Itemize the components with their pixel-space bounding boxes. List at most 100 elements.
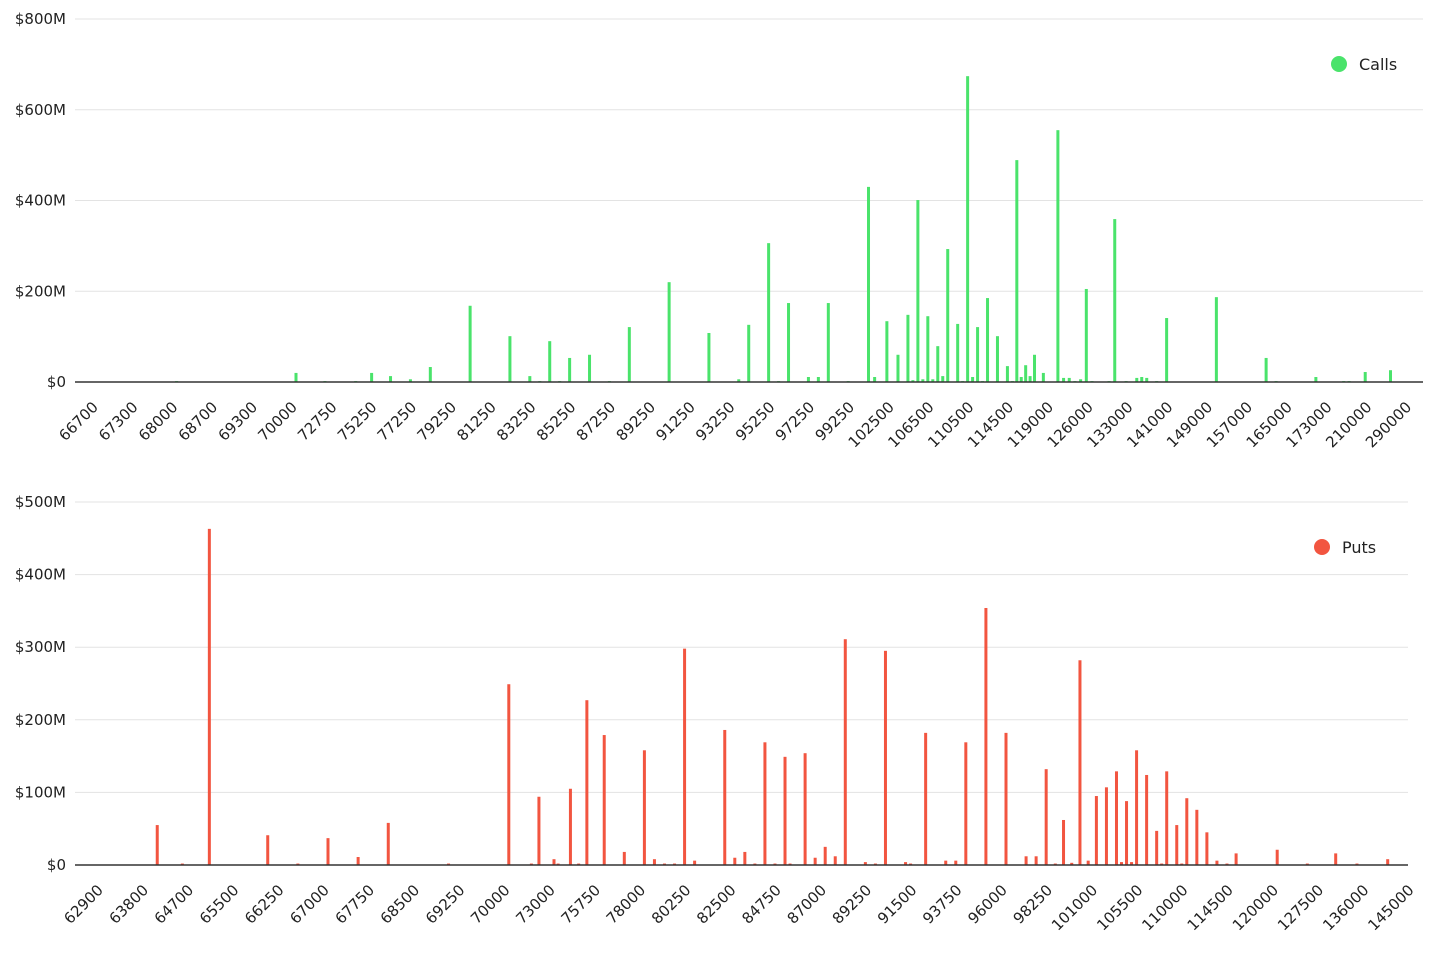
x-tick-label: 85250 — [533, 398, 579, 444]
calls-bar — [1314, 377, 1318, 382]
calls-bar — [1084, 288, 1088, 382]
calls-bar — [508, 336, 512, 382]
x-tick-label: 68700 — [175, 398, 221, 444]
puts-bar — [602, 735, 606, 865]
x-tick-label: 93250 — [692, 398, 738, 444]
puts-bar — [944, 860, 948, 865]
x-tick-label: 70000 — [254, 398, 300, 444]
x-tick-label: 80250 — [648, 881, 694, 927]
puts-bar — [1104, 787, 1108, 865]
x-tick-label: 89250 — [613, 398, 659, 444]
puts-bar — [1386, 859, 1390, 865]
x-tick-label: 64700 — [151, 881, 197, 927]
puts-bar — [733, 857, 737, 865]
puts-bar — [507, 684, 511, 865]
x-tick-label: 96000 — [964, 881, 1010, 927]
puts-bar — [1120, 862, 1124, 865]
x-tick-label: 136000 — [1319, 881, 1372, 934]
x-tick-label: 91500 — [874, 881, 920, 927]
calls-bar — [867, 186, 871, 382]
puts-bar — [984, 607, 988, 865]
calls-bar — [946, 249, 950, 382]
calls-bar — [1019, 377, 1023, 382]
calls-bar — [906, 314, 910, 382]
puts-bar — [1155, 830, 1159, 865]
puts-bar — [1195, 809, 1199, 865]
puts-bar — [904, 862, 908, 865]
puts-bar — [823, 846, 827, 865]
x-tick-label: 87000 — [784, 881, 830, 927]
x-tick-label: 81250 — [453, 398, 499, 444]
puts-legend[interactable]: Puts — [1314, 538, 1376, 557]
y-tick-label: $0 — [47, 373, 66, 391]
calls-bar — [956, 323, 960, 382]
puts-bar — [642, 750, 646, 865]
calls-bar — [428, 367, 432, 382]
calls-bar — [1024, 365, 1028, 382]
legend-label: Puts — [1342, 538, 1376, 557]
x-tick-label: 95250 — [732, 398, 778, 444]
calls-bar — [826, 303, 830, 382]
puts-bar — [883, 650, 887, 865]
calls-bar — [916, 200, 920, 382]
x-tick-label: 73000 — [512, 881, 558, 927]
x-tick-label: 75750 — [558, 881, 604, 927]
puts-bar — [585, 700, 589, 865]
legend-marker-icon — [1331, 56, 1347, 72]
puts-bar — [1062, 819, 1066, 865]
y-tick-label: $500M — [15, 493, 66, 511]
x-tick-label: 75250 — [334, 398, 380, 444]
calls-bar — [926, 316, 930, 382]
puts-bar — [1094, 796, 1098, 865]
x-tick-label: 69300 — [215, 398, 261, 444]
puts-bar — [1044, 769, 1048, 865]
calls-legend[interactable]: Calls — [1331, 55, 1397, 74]
x-tick-label: 66250 — [241, 881, 287, 927]
x-tick-label: 120000 — [1229, 881, 1282, 934]
puts-bar — [207, 528, 211, 865]
puts-bar — [783, 756, 787, 865]
calls-bar — [936, 346, 940, 382]
calls-bar — [627, 327, 631, 382]
x-tick-label: 77250 — [374, 398, 420, 444]
x-tick-label: 110000 — [1138, 881, 1191, 934]
calls-bar — [1067, 377, 1071, 382]
x-tick-label: 84750 — [738, 881, 784, 927]
puts-bar — [723, 729, 727, 865]
calls-bar — [816, 377, 820, 382]
y-tick-label: $400M — [15, 566, 66, 584]
x-tick-label: 72750 — [294, 398, 340, 444]
puts-bar — [1004, 732, 1008, 865]
calls-bar — [548, 341, 552, 382]
calls-chart: $0 $200M $400M $600M $800M 667006730068000687… — [15, 10, 1423, 451]
calls-bar — [873, 377, 877, 382]
calls-bar — [568, 357, 572, 382]
calls-bar — [1056, 130, 1060, 382]
puts-bar — [266, 835, 270, 865]
puts-bar — [863, 862, 867, 865]
puts-bar — [813, 857, 817, 865]
calls-bar — [1079, 379, 1083, 382]
puts-bar — [652, 859, 656, 865]
puts-bar — [1185, 798, 1189, 865]
puts-bar — [1205, 832, 1209, 865]
legend-marker-icon — [1314, 539, 1330, 555]
x-tick-label: 127500 — [1274, 881, 1327, 934]
puts-bar — [356, 857, 360, 865]
x-tick-label: 114500 — [1184, 881, 1237, 934]
x-tick-label: 62900 — [60, 881, 106, 927]
calls-bar — [737, 379, 741, 382]
puts-bar — [622, 851, 626, 865]
calls-bar — [707, 332, 711, 382]
x-tick-label: 83250 — [493, 398, 539, 444]
puts-bar — [1165, 771, 1169, 865]
calls-bar — [1041, 372, 1045, 382]
calls-bar — [1165, 318, 1169, 382]
puts-bar — [803, 753, 807, 865]
calls-bar — [370, 372, 374, 382]
puts-bar — [1125, 801, 1129, 865]
calls-bar — [528, 376, 532, 382]
puts-bar — [552, 859, 556, 865]
calls-bar — [986, 298, 990, 382]
calls-bar — [931, 379, 935, 382]
